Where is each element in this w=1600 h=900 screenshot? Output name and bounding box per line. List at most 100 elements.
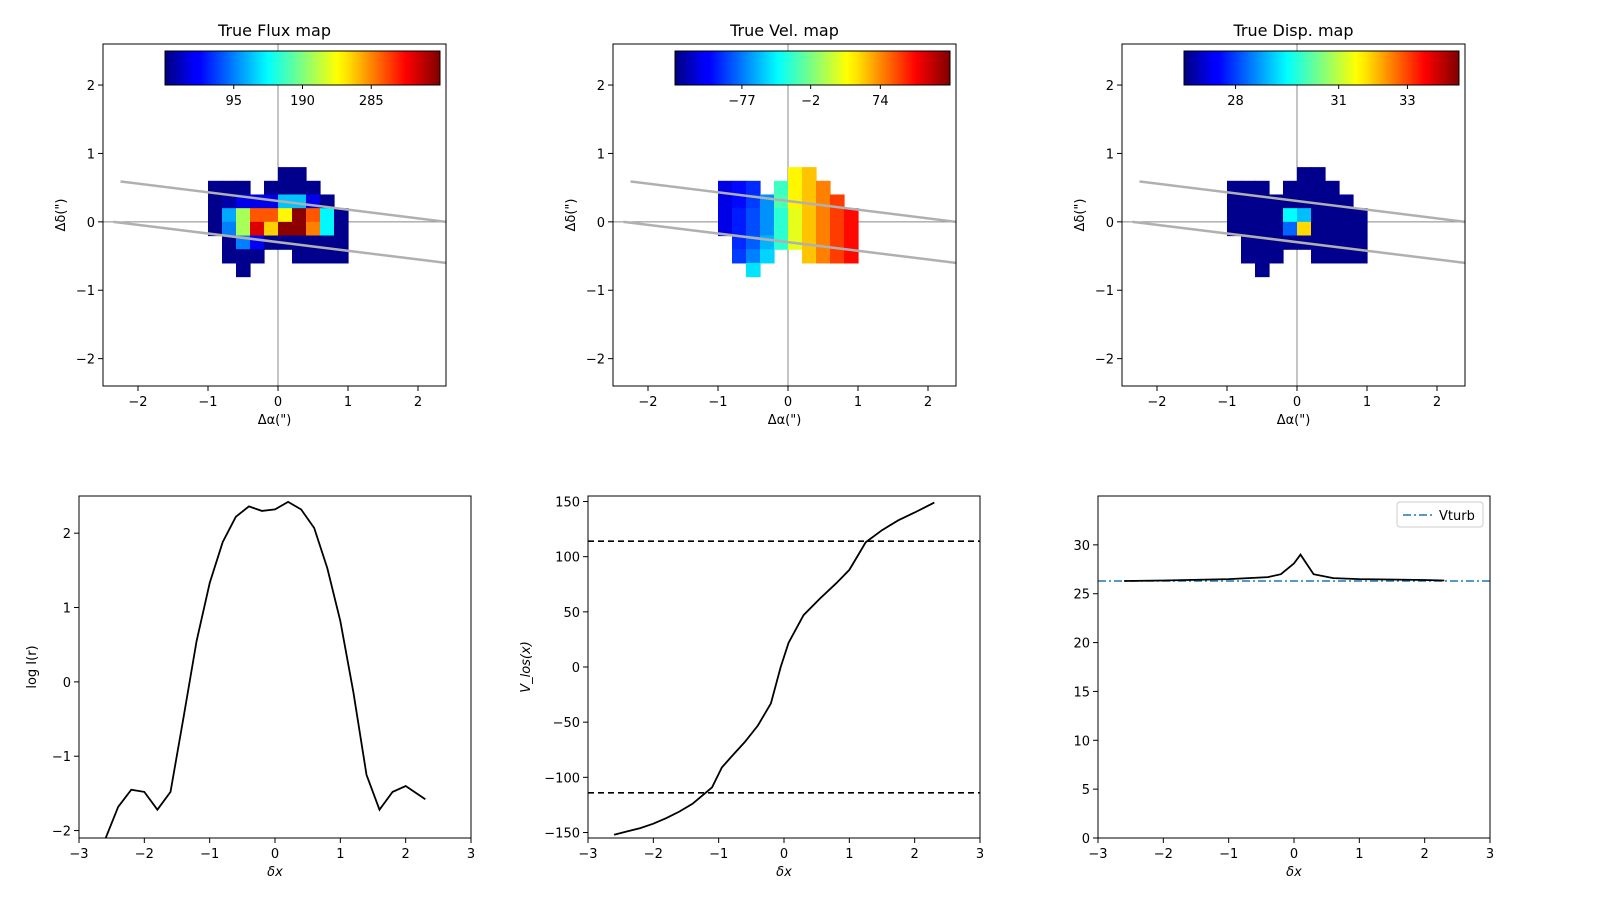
map-pixel <box>222 194 237 209</box>
map-pixel <box>208 194 223 209</box>
map-pixel <box>278 180 293 196</box>
y-tick-label: 100 <box>555 551 580 566</box>
map-pixel <box>816 208 831 223</box>
x-tick-label: 0 <box>1290 847 1298 862</box>
x-tick-label: 1 <box>845 847 853 862</box>
map-pixel <box>1227 180 1242 196</box>
map-pixel <box>1297 208 1312 223</box>
map-pixel <box>732 180 747 196</box>
colorbar: −77 −2 74 <box>674 50 951 109</box>
axes-frame <box>587 495 981 839</box>
map-pixel <box>732 208 747 223</box>
colorbar-tick-label: 285 <box>359 94 384 109</box>
x-tick-label: 3 <box>1486 847 1494 862</box>
y-tick-label: 15 <box>1073 685 1090 700</box>
map-pixel <box>802 208 817 223</box>
axes-frame <box>1097 495 1491 839</box>
y-tick-label: 20 <box>1073 637 1090 652</box>
slit-line <box>623 220 956 265</box>
map-pixel <box>1353 235 1368 250</box>
map-pixel <box>320 221 335 237</box>
map-pixel <box>1269 249 1284 264</box>
y-tick-label: 30 <box>1073 539 1090 554</box>
map-pixel <box>1241 180 1256 196</box>
map-pixel <box>1283 235 1298 250</box>
colorbar-gradient <box>164 50 441 86</box>
map-pixel <box>236 249 251 264</box>
map-pixel <box>278 208 293 223</box>
x-axis-label: Δα(") <box>768 413 802 428</box>
y-tick-label: −100 <box>544 771 580 786</box>
map-pixel <box>816 180 831 196</box>
map-pixel <box>844 249 859 264</box>
x-tick-label: −1 <box>708 395 727 410</box>
x-tick-label: 2 <box>924 395 932 410</box>
colorbar-tick-label: 28 <box>1227 94 1244 109</box>
map-pixel <box>1227 208 1242 223</box>
x-tick-label: 3 <box>976 847 984 862</box>
map-pixel <box>718 194 733 209</box>
map-pixel <box>236 262 251 278</box>
map-pixel <box>1325 249 1340 264</box>
y-tick-label: −1 <box>1095 284 1114 299</box>
plot-area <box>1098 553 1490 582</box>
map-pixel <box>1241 235 1256 250</box>
x-tick-label: −1 <box>200 847 219 862</box>
slit-line <box>630 180 956 224</box>
map-pixel <box>292 180 307 196</box>
colorbar-tick-label: 190 <box>290 94 315 109</box>
map-pixel <box>1255 180 1270 196</box>
map-pixel <box>1269 221 1284 237</box>
map-pixel <box>788 167 803 182</box>
map-pixel <box>208 221 223 237</box>
map-pixel <box>732 235 747 250</box>
map-pixel <box>844 221 859 237</box>
map-pixel <box>732 221 747 237</box>
map-pixel <box>1283 208 1298 223</box>
map-pixel <box>760 221 775 237</box>
map-pixel <box>802 249 817 264</box>
map-pixel <box>1241 249 1256 264</box>
plot-area <box>613 44 956 386</box>
map-pixel <box>718 221 733 237</box>
x-tick-label: 0 <box>274 395 282 410</box>
map-pixel <box>292 249 307 264</box>
map-pixel <box>718 208 733 223</box>
map-pixel <box>802 180 817 196</box>
map-pixel <box>334 208 349 223</box>
plot-area <box>103 44 446 386</box>
map-pixel <box>222 249 237 264</box>
map-pixel <box>1311 180 1326 196</box>
series-line <box>104 500 426 838</box>
legend-box <box>1396 501 1484 528</box>
y-tick-label: 1 <box>63 602 71 617</box>
map-pixel <box>816 221 831 237</box>
map-pixel <box>1241 221 1256 237</box>
axes-frame <box>78 495 472 839</box>
map-pixel <box>1227 194 1242 209</box>
map-pixel <box>1311 194 1326 209</box>
map-pixel <box>1325 221 1340 237</box>
map-pixel <box>334 235 349 250</box>
axes-frame <box>1121 43 1466 387</box>
y-tick-label: 0 <box>572 661 580 676</box>
map-pixel <box>236 208 251 223</box>
map-pixel <box>1311 249 1326 264</box>
y-tick-label: 2 <box>63 527 71 542</box>
x-tick-label: −1 <box>1217 395 1236 410</box>
map-pixel <box>320 249 335 264</box>
map-pixel <box>760 208 775 223</box>
y-tick-label: 2 <box>1106 79 1114 94</box>
map-pixel <box>1255 208 1270 223</box>
y-axis-label: Δδ(") <box>1073 199 1088 232</box>
map-pixel <box>236 221 251 237</box>
x-tick-label: 1 <box>854 395 862 410</box>
map-pixel <box>292 235 307 250</box>
chart-title: True Flux map <box>217 21 331 40</box>
y-tick-label: 50 <box>563 606 580 621</box>
x-tick-label: 2 <box>414 395 422 410</box>
map-pixel <box>788 208 803 223</box>
map-pixel <box>746 249 761 264</box>
map-pixel <box>760 235 775 250</box>
y-tick-label: 0 <box>87 216 95 231</box>
